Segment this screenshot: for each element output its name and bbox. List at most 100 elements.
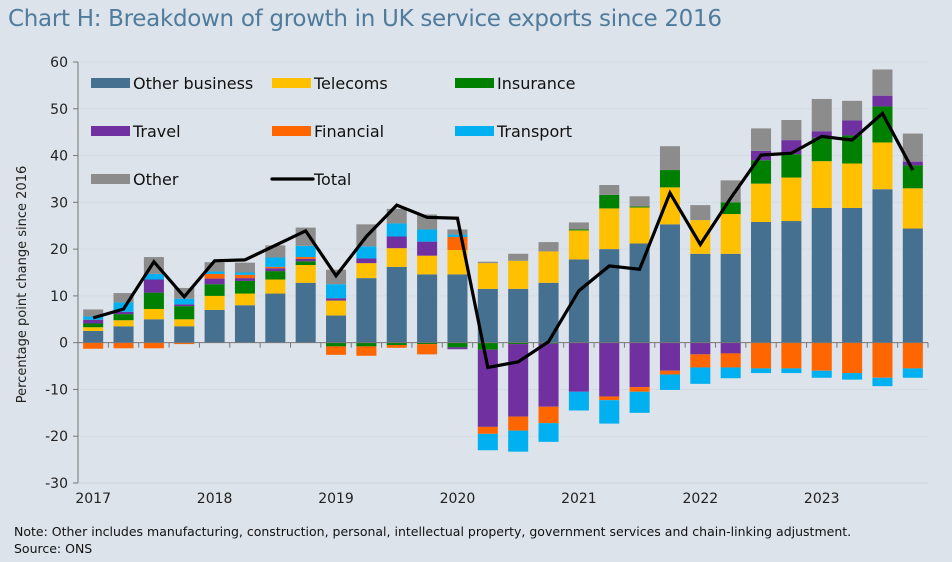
bar-transport-2021q3 [629,391,650,413]
bar-insurance-2018q1 [204,284,225,296]
bar-travel-2020q3 [508,344,529,417]
bar-telecoms-2018q1 [204,295,225,310]
bar-financial-2022q1 [690,354,711,368]
bar-insurance-2019q3 [386,342,407,346]
bar-other-business-2021q3 [629,243,650,343]
bar-travel-2021q1 [568,342,589,392]
legend-label-insurance: Insurance [497,74,576,93]
bar-financial-2019q4 [417,344,438,355]
bar-other-business-2021q1 [568,259,589,343]
bar-other-2023q2 [842,100,863,121]
bar-travel-2022q1 [690,342,711,355]
bar-telecoms-2019q1 [326,300,347,316]
bar-telecoms-2019q2 [356,263,377,279]
bar-insurance-2017q3 [143,292,164,309]
bar-other-2020q3 [508,253,529,261]
bar-telecoms-2020q3 [508,260,529,289]
bar-other-2020q2 [477,261,498,264]
bar-other-business-2020q3 [508,288,529,343]
legend-label-travel: Travel [132,122,181,141]
bar-travel-2019q4 [417,241,438,256]
bar-other-2023q3 [872,69,893,96]
bar-transport-2019q1 [326,284,347,299]
legend-label-other: Other [133,170,179,189]
bar-other-business-2018q1 [204,309,225,343]
bar-financial-2018q1 [204,273,225,279]
legend-swatch-financial [272,126,311,136]
x-tick-label: 2023 [804,491,840,507]
legend-label-total: Total [313,170,351,189]
y-tick-label: 30 [50,195,68,211]
bar-travel-2021q4 [659,342,680,371]
bar-travel-2019q2 [356,258,377,264]
chart-source: Source: ONS [14,541,93,556]
bar-telecoms-2021q1 [568,230,589,260]
bar-other-2021q2 [599,185,620,195]
y-tick-label: -20 [45,429,68,445]
bar-other-2023q1 [811,98,832,132]
y-tick-label: 40 [50,149,68,165]
bar-insurance-2019q2 [356,342,377,347]
bar-telecoms-2023q2 [842,163,863,208]
bar-other-business-2022q4 [781,221,802,343]
bar-telecoms-2017q4 [174,319,195,327]
bar-other-business-2017q4 [174,326,195,343]
bar-other-2020q1 [447,229,468,235]
y-tick-label: 10 [50,289,68,305]
bar-telecoms-2022q3 [751,183,772,222]
bar-other-2022q2 [720,180,741,203]
bar-transport-2023q1 [811,370,832,378]
bar-transport-2023q3 [872,377,893,387]
bar-telecoms-2023q3 [872,142,893,190]
bar-other-business-2020q4 [538,282,559,343]
y-tick-label: 20 [50,242,68,258]
bar-financial-2022q3 [751,342,772,369]
bar-transport-2022q1 [690,367,711,384]
x-tick-label: 2017 [75,491,111,507]
bar-other-business-2023q4 [902,228,923,343]
bar-travel-2021q3 [629,342,650,388]
bar-travel-2017q1 [83,319,104,324]
bar-insurance-2023q4 [902,165,923,189]
bar-financial-2022q4 [781,342,802,369]
bar-telecoms-2021q4 [659,187,680,225]
x-tick-label: 2018 [197,491,233,507]
bar-insurance-2021q2 [599,194,620,209]
bar-insurance-2019q4 [417,342,438,345]
bar-travel-2019q1 [326,298,347,301]
bar-other-business-2021q4 [659,224,680,343]
bar-travel-2017q3 [143,279,164,293]
y-tick-label: 50 [50,102,68,118]
bar-other-2018q2 [234,262,255,273]
bar-transport-2017q1 [83,316,104,320]
bar-other-business-2019q1 [326,315,347,343]
legend-swatch-other [91,174,130,184]
bar-insurance-2017q4 [174,306,195,320]
bar-transport-2020q2 [477,433,498,451]
bar-other-business-2022q1 [690,253,711,343]
x-tick-label: 2019 [318,491,354,507]
bar-transport-2022q4 [781,368,802,374]
bar-insurance-2022q4 [781,154,802,178]
bar-financial-2018q3 [265,266,286,269]
bar-other-business-2023q3 [872,189,893,343]
y-tick-label: 60 [50,55,68,71]
bar-financial-2021q2 [599,396,620,401]
bar-telecoms-2017q2 [113,320,134,327]
bar-insurance-2018q2 [234,280,255,294]
bar-insurance-2019q1 [326,342,347,347]
bar-transport-2018q3 [265,257,286,267]
bar-financial-2023q3 [872,342,893,378]
bar-transport-2020q3 [508,430,529,452]
bar-transport-2021q2 [599,400,620,424]
bar-transport-2019q3 [386,223,407,237]
bar-other-2017q4 [174,287,195,299]
legend-swatch-transport [455,126,494,136]
bar-financial-2017q2 [113,342,134,349]
bar-telecoms-2021q2 [599,208,620,250]
bar-insurance-2020q2 [477,342,498,350]
bar-transport-2021q4 [659,374,680,390]
axes: 60 50 40 30 20 10 0 -10 -20 -30 Percentage point c… [15,55,929,507]
bar-transport-2022q3 [751,368,772,374]
legend-swatch-other-business [91,78,130,88]
